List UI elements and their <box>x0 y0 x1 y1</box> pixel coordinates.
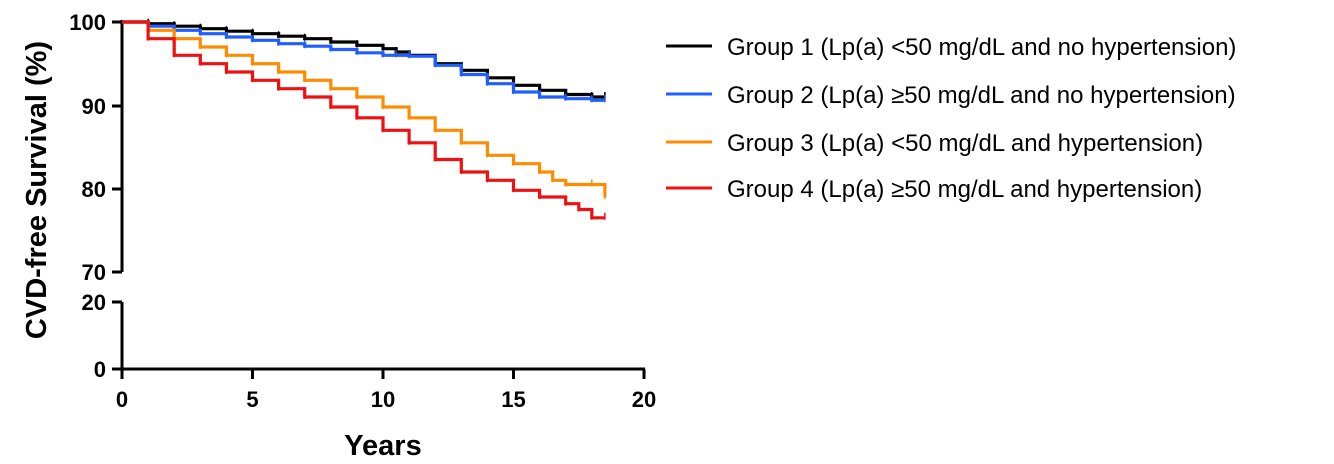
x-tick-label: 10 <box>371 387 395 412</box>
legend: Group 1 (Lp(a) <50 mg/dL and no hyperten… <box>666 34 1236 203</box>
y-tick-label: 20 <box>82 290 106 315</box>
legend-label-group-3: Group 3 (Lp(a) <50 mg/dL and hypertensio… <box>727 130 1203 157</box>
legend-label-group-1: Group 1 (Lp(a) <50 mg/dL and no hyperten… <box>727 34 1236 61</box>
y-ticks <box>112 20 122 371</box>
y-tick-label: 100 <box>69 10 106 35</box>
y-tick-label: 90 <box>82 94 106 119</box>
axes <box>120 20 645 371</box>
series-line-group-2 <box>122 20 605 102</box>
x-tick-label: 20 <box>632 387 656 412</box>
x-axis-title: Years <box>344 430 421 462</box>
y-tick-label: 80 <box>82 177 106 202</box>
x-tick-label: 5 <box>246 387 258 412</box>
y-tick-label: 0 <box>94 357 106 382</box>
legend-label-group-4: Group 4 (Lp(a) ≥50 mg/dL and hypertensio… <box>727 176 1202 203</box>
x-tick-labels: 0 5 10 15 20 <box>116 387 656 412</box>
legend-label-group-2: Group 2 (Lp(a) ≥50 mg/dL and no hyperten… <box>727 82 1236 109</box>
series-line-group-3 <box>122 20 607 197</box>
x-tick-label: 0 <box>116 387 128 412</box>
x-ticks <box>120 369 646 379</box>
series-line-group-4 <box>122 20 605 220</box>
series-layer <box>122 18 607 220</box>
series-line-group-1 <box>122 20 605 99</box>
y-tick-labels: 100 90 80 70 20 0 <box>69 10 106 382</box>
y-tick-label: 70 <box>82 260 106 285</box>
x-tick-label: 15 <box>501 387 525 412</box>
y-axis-title: CVD-free Survival (%) <box>21 41 53 339</box>
